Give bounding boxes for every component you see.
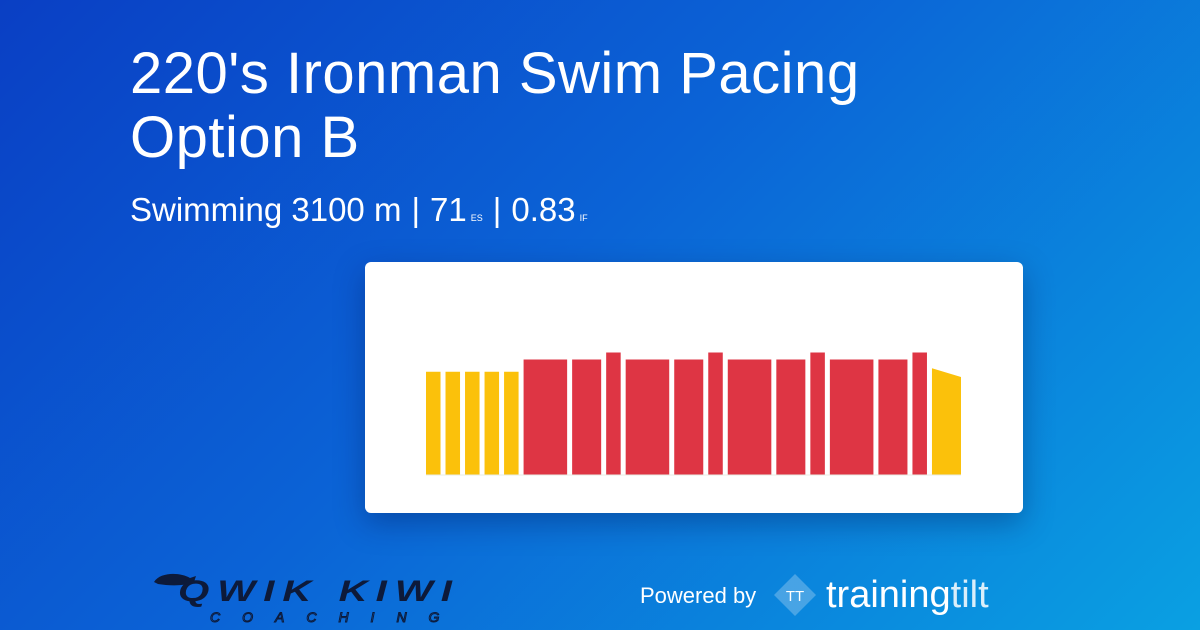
- score-value: 71: [430, 191, 467, 228]
- workout-summary: Swimming 3100 m | 71 ES | 0.83 IF: [130, 190, 588, 238]
- interval-bar-hard: [606, 352, 621, 475]
- trainingtilt-name-part1: training: [826, 574, 951, 616]
- interval-bar-easy: [504, 371, 519, 475]
- interval-bar-hard: [912, 352, 927, 475]
- interval-bar-hard: [727, 359, 772, 475]
- kiwi-bird-icon: [154, 573, 196, 586]
- summary-separator: |: [411, 191, 421, 228]
- tt-mark: TT: [786, 588, 804, 605]
- interval-bar-easy: [931, 368, 961, 475]
- interval-bar-easy: [484, 371, 500, 475]
- interval-bar-easy: [426, 371, 441, 475]
- interval-bar-hard: [523, 359, 568, 475]
- coach-logo-subtext: COACHING: [210, 609, 461, 625]
- interval-bar-hard: [625, 359, 670, 475]
- score-unit: ES: [470, 213, 483, 223]
- qwik-kiwi-coaching-logo: QWIK KIWI COACHING: [154, 573, 461, 626]
- tt-diamond-icon: [774, 574, 816, 616]
- distance-value: 3100 m: [291, 191, 402, 228]
- interval-bar-hard: [708, 352, 723, 475]
- coach-logo-text: QWIK KIWI: [178, 575, 460, 608]
- workout-chart-card: [365, 262, 1023, 513]
- intensity-unit: IF: [579, 213, 588, 223]
- interval-bar-hard: [878, 359, 908, 475]
- interval-bar-hard: [572, 359, 602, 475]
- interval-bar-hard: [810, 352, 825, 475]
- interval-bar-hard: [776, 359, 806, 475]
- sport-label: Swimming: [130, 191, 283, 228]
- trainingtilt-name-part2: tilt: [951, 574, 989, 616]
- summary-separator: |: [492, 191, 502, 228]
- powered-by-label: Powered by: [640, 583, 757, 608]
- interval-bar-hard: [829, 359, 874, 475]
- workout-interval-chart: [426, 352, 961, 476]
- workout-title: 220's Ironman Swim Pacing Option B: [130, 41, 860, 170]
- interval-bar-hard: [674, 359, 704, 475]
- trainingtilt-wordmark: trainingtilt: [826, 574, 989, 616]
- interval-bar-easy: [445, 371, 461, 475]
- intensity-value: 0.83: [511, 191, 576, 228]
- trainingtilt-logo[interactable]: TT trainingtilt: [772, 572, 1072, 618]
- interval-bar-easy: [465, 371, 480, 475]
